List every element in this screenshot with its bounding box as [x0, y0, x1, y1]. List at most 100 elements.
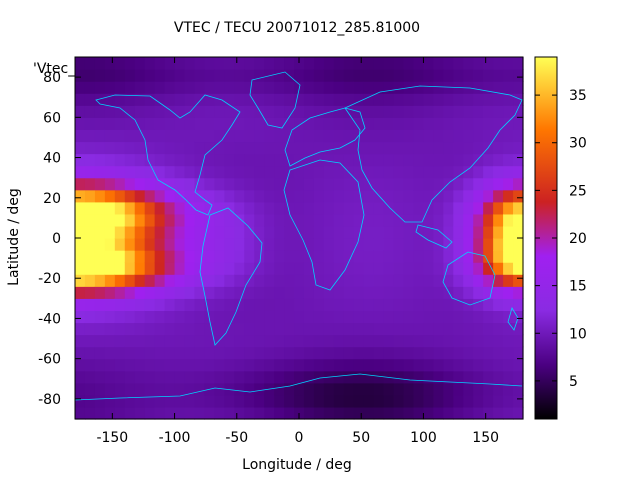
heatmap-cell: [423, 225, 434, 239]
heatmap-cell: [303, 141, 315, 155]
heatmap-cell: [433, 310, 444, 324]
heatmap-cell: [473, 274, 484, 287]
heatmap-cell: [184, 177, 196, 191]
heatmap-cell: [403, 382, 415, 396]
heatmap-cell: [264, 165, 275, 179]
heatmap-cell: [323, 201, 335, 215]
heatmap-cell: [94, 310, 106, 324]
heatmap-cell: [94, 334, 106, 348]
heatmap-cell: [413, 394, 425, 408]
heatmap-cell: [264, 394, 275, 408]
heatmap-cell: [433, 69, 444, 82]
heatmap-cell: [323, 346, 335, 360]
heatmap-cell: [513, 213, 524, 227]
heatmap-cell: [274, 225, 285, 239]
heatmap-cell: [353, 262, 365, 275]
heatmap-cell: [393, 117, 405, 130]
heatmap-cell: [413, 93, 425, 106]
legend-key-label: 'Vtec_: [33, 61, 76, 77]
heatmap-cell: [204, 346, 215, 360]
heatmap-cell: [94, 117, 106, 130]
heatmap-cell: [383, 105, 395, 118]
heatmap-cell: [264, 57, 275, 70]
heatmap-cell: [264, 93, 275, 106]
coastlines: [74, 71, 523, 401]
heatmap-cell: [363, 406, 375, 420]
heatmap-cell: [353, 213, 365, 227]
heatmap-cell: [323, 141, 335, 155]
heatmap-cell: [144, 225, 156, 239]
heatmap-cell: [513, 129, 524, 143]
heatmap-cell: [443, 382, 454, 396]
heatmap-cell: [134, 358, 146, 372]
heatmap-cell: [154, 153, 166, 167]
heatmap-cell: [463, 358, 474, 372]
coastline-australia: [442, 251, 496, 306]
heatmap-cell: [483, 358, 494, 372]
heatmap-cell: [473, 250, 484, 263]
heatmap-cell: [214, 310, 225, 324]
heatmap-cell: [403, 201, 415, 215]
heatmap-cell: [284, 262, 295, 275]
heatmap-cell: [184, 225, 196, 239]
heatmap-cell: [493, 322, 504, 336]
heatmap-cell: [383, 117, 395, 130]
heatmap-cell: [244, 225, 255, 239]
heatmap-cell: [433, 129, 444, 143]
heatmap-cell: [84, 298, 96, 311]
heatmap-cell: [84, 394, 96, 408]
heatmap-cell: [493, 358, 504, 372]
heatmap-cell: [473, 93, 484, 106]
heatmap-cell: [274, 334, 285, 348]
heatmap-cell: [75, 262, 86, 275]
heatmap-cell: [164, 225, 176, 239]
heatmap-cell: [194, 262, 206, 275]
heatmap-cell: [303, 274, 315, 287]
heatmap-cell: [234, 81, 245, 94]
heatmap-cell: [313, 298, 325, 311]
heatmap-cell: [393, 298, 405, 311]
heatmap-cell: [313, 238, 325, 251]
heatmap-cell: [224, 81, 235, 94]
heatmap-cell: [274, 177, 285, 191]
heatmap-cell: [513, 298, 524, 311]
heatmap-cell: [114, 153, 126, 167]
heatmap-cell: [403, 358, 415, 372]
heatmap-cell: [343, 129, 355, 143]
heatmap-cell: [443, 262, 454, 275]
heatmap-cell: [353, 69, 365, 82]
heatmap-cell: [274, 358, 285, 372]
heatmap-cell: [124, 69, 136, 82]
heatmap-cell: [463, 189, 474, 203]
heatmap-cell: [94, 262, 106, 275]
heatmap-cell: [323, 274, 335, 287]
heatmap-cell: [333, 117, 345, 130]
heatmap-cell: [254, 69, 265, 82]
heatmap-cell: [413, 189, 425, 203]
heatmap-cell: [274, 69, 285, 82]
heatmap-cell: [244, 298, 255, 311]
heatmap-cell: [303, 57, 315, 70]
heatmap-cell: [303, 262, 315, 275]
heatmap-cell: [513, 382, 524, 396]
heatmap-cell: [184, 310, 196, 324]
heatmap-cell: [104, 334, 116, 348]
heatmap-cell: [244, 165, 255, 179]
heatmap-cell: [194, 394, 206, 408]
heatmap-cell: [254, 117, 265, 130]
heatmap-grid: [75, 57, 524, 420]
heatmap-cell: [383, 57, 395, 70]
heatmap-cell: [234, 298, 245, 311]
heatmap-cell: [383, 213, 395, 227]
heatmap-cell: [383, 346, 395, 360]
heatmap-cell: [274, 322, 285, 336]
heatmap-cell: [453, 274, 464, 287]
heatmap-cell: [114, 298, 126, 311]
heatmap-cell: [443, 189, 454, 203]
heatmap-cell: [363, 358, 375, 372]
heatmap-cell: [94, 238, 106, 251]
heatmap-cell: [513, 310, 524, 324]
y-tick-label: 80: [43, 70, 61, 86]
heatmap-cell: [214, 358, 225, 372]
heatmap-cell: [303, 346, 315, 360]
